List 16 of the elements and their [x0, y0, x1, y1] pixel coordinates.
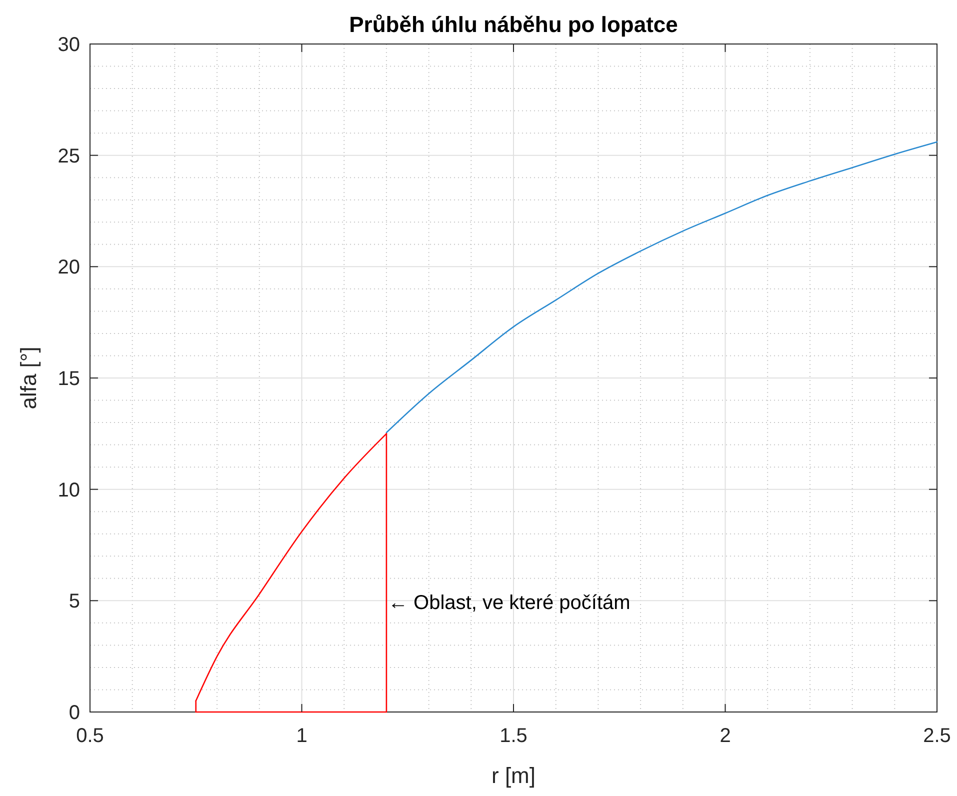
y-axis-title: alfa [°] [16, 346, 41, 410]
y-tick-label: 15 [58, 368, 80, 390]
annotation: ← Oblast, ve které počítám [388, 592, 630, 614]
x-axis-title: r [m] [492, 763, 536, 788]
x-tick-label: 1 [296, 725, 308, 747]
x-tick-label: 0.5 [76, 725, 104, 747]
y-tick-label: 30 [58, 34, 80, 56]
chart-title: Průběh úhlu náběhu po lopatce [349, 12, 678, 37]
y-tick-label: 25 [58, 145, 80, 168]
x-tick-label: 2 [720, 725, 731, 747]
y-tick-label: 10 [58, 479, 80, 502]
y-tick-label: 20 [58, 256, 80, 279]
y-tick-label: 0 [68, 702, 80, 724]
y-tick-label: 5 [68, 590, 80, 613]
x-tick-label: 2.5 [923, 725, 951, 747]
x-tick-label: 1.5 [500, 725, 528, 747]
